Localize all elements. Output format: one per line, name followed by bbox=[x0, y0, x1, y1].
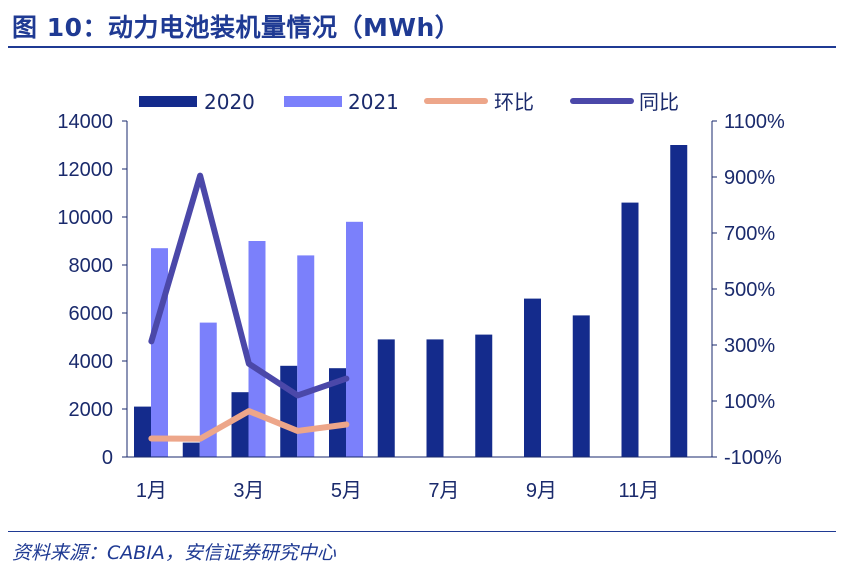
x-tick-label: 7月 bbox=[428, 480, 459, 502]
x-tick-label: 1月 bbox=[136, 480, 167, 502]
point-同比-5月 bbox=[343, 376, 349, 382]
legend-swatch-2021 bbox=[284, 96, 342, 107]
bar-2021-2月 bbox=[199, 322, 217, 457]
y-right-tick-label: 500% bbox=[724, 279, 775, 301]
bar-2020-1月 bbox=[134, 406, 151, 457]
x-tick-label: 11月 bbox=[618, 480, 659, 502]
bar-2020-9月 bbox=[524, 298, 541, 457]
point-环比-2月 bbox=[197, 436, 203, 442]
chart: 0 2000 4000 6000 8000 10000 12000 14000 -100% 100… bbox=[57, 90, 785, 502]
legend-swatch-2020 bbox=[139, 96, 197, 107]
point-同比-3月 bbox=[246, 361, 252, 367]
bar-2020-12月 bbox=[670, 145, 688, 457]
point-环比-5月 bbox=[343, 422, 349, 428]
bar-2021-4月 bbox=[297, 255, 315, 457]
bar-2020-2月 bbox=[182, 442, 200, 457]
y-left-tick-label: 8000 bbox=[69, 255, 114, 277]
y-left-tick-label: 0 bbox=[102, 447, 113, 469]
legend-label-环比: 环比 bbox=[494, 90, 534, 114]
bar-2020-10月 bbox=[572, 315, 590, 457]
footer-divider bbox=[8, 531, 836, 532]
bar-2020-5月 bbox=[329, 368, 346, 457]
point-同比-2月 bbox=[197, 173, 203, 179]
y-left-tick-label: 10000 bbox=[57, 207, 113, 229]
y-right-tick-label: 300% bbox=[724, 335, 775, 357]
y-right-tick-label: -100% bbox=[724, 447, 782, 469]
title-divider bbox=[8, 46, 836, 48]
x-tick-label: 5月 bbox=[331, 480, 362, 502]
bar-2021-1月 bbox=[151, 248, 168, 457]
bar-2020-3月 bbox=[231, 392, 249, 457]
x-tick-label: 9月 bbox=[526, 480, 557, 502]
point-同比-4月 bbox=[295, 392, 301, 398]
y-right-tick-label: 1100% bbox=[724, 111, 785, 133]
y-left-tick-label: 2000 bbox=[69, 399, 114, 421]
y-right-tick-label: 100% bbox=[724, 391, 775, 413]
y-right-tick-label: 700% bbox=[724, 223, 775, 245]
point-环比-4月 bbox=[295, 428, 301, 434]
bar-2020-7月 bbox=[426, 339, 444, 457]
point-环比-1月 bbox=[148, 436, 154, 442]
point-同比-1月 bbox=[148, 338, 154, 344]
y-left-tick-label: 14000 bbox=[57, 111, 113, 133]
y-left-tick-label: 4000 bbox=[69, 351, 114, 373]
bar-2020-6月 bbox=[377, 339, 395, 457]
bar-2021-3月 bbox=[248, 241, 266, 457]
y-left-tick-label: 12000 bbox=[57, 159, 113, 181]
legend-label-2021: 2021 bbox=[348, 90, 399, 114]
chart-title: 图 10：动力电池装机量情况（MWh） bbox=[12, 13, 461, 42]
y-right-tick-label: 900% bbox=[724, 167, 775, 189]
y-left-tick-label: 6000 bbox=[69, 303, 114, 325]
source-note: 资料来源：CABIA，安信证券研究中心 bbox=[12, 542, 336, 564]
legend-label-同比: 同比 bbox=[639, 90, 679, 114]
bar-2020-11月 bbox=[621, 202, 639, 457]
legend-label-2020: 2020 bbox=[204, 90, 255, 114]
bar-2021-5月 bbox=[346, 221, 363, 457]
point-环比-3月 bbox=[246, 408, 252, 414]
x-tick-label: 3月 bbox=[233, 480, 264, 502]
bar-2020-4月 bbox=[280, 365, 298, 457]
bar-2020-8月 bbox=[475, 334, 493, 457]
